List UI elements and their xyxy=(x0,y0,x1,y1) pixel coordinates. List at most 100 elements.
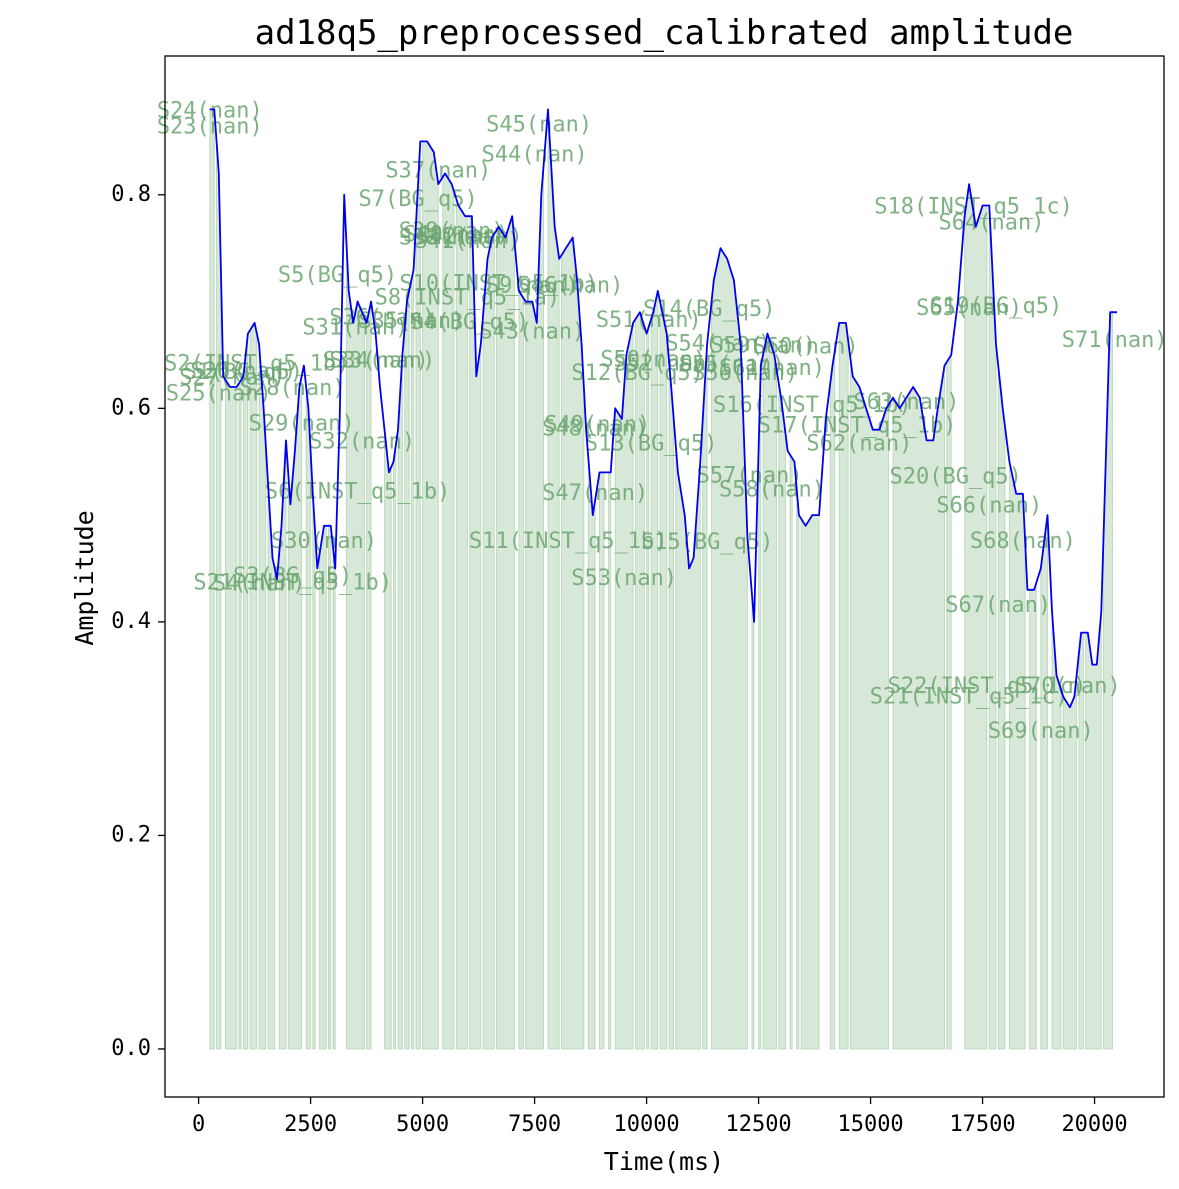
segment-label: S49(nan) xyxy=(544,412,650,437)
segment-label: S23(nan) xyxy=(157,115,263,140)
x-tick-label: 2500 xyxy=(284,1112,337,1137)
x-tick-label: 12500 xyxy=(725,1112,791,1137)
segment-label: S46(nan) xyxy=(517,274,623,299)
segment-span xyxy=(751,593,755,1050)
segment-span xyxy=(668,360,674,1050)
segment-label: S61(nan) xyxy=(719,356,825,381)
segment-label: S55(nan) xyxy=(679,353,785,378)
segment-label: S6(INST_q5_1b) xyxy=(265,480,450,505)
x-tick-label: 15000 xyxy=(837,1112,903,1137)
segment-label: S71(nan) xyxy=(1062,328,1168,353)
segment-label: S53(nan) xyxy=(571,566,677,591)
y-tick-label: 0.4 xyxy=(111,609,151,634)
segment-label: S69(nan) xyxy=(988,719,1094,744)
segment-label: S30(nan) xyxy=(271,529,377,554)
segment-label: S70(nan) xyxy=(1015,674,1121,699)
y-axis-ticks: 0.0 0.2 0.4 0.6 0.8 xyxy=(111,182,165,1061)
x-tick-label: 20000 xyxy=(1061,1112,1127,1137)
segment-span xyxy=(366,301,372,1050)
segment-span xyxy=(404,290,410,1050)
segment-label: S50(nan) xyxy=(600,347,706,372)
segment-label: S22(INST_q5_1c) xyxy=(888,674,1087,699)
segment-label: S25(nan) xyxy=(166,382,272,407)
segment-span xyxy=(328,525,332,1050)
segment-label: S68(nan) xyxy=(970,529,1076,554)
segment-labels: S24(nan)S23(nan) S45(nan)S44(nan)S37(nan)… xyxy=(157,99,1168,744)
segment-label: S2(INST_q5_1b) xyxy=(164,352,349,377)
segment-span xyxy=(410,269,415,1050)
segment-label: S11(INST_q5_1b) xyxy=(469,529,668,554)
segment-label: S44(nan) xyxy=(482,142,588,167)
x-tick-label: 0 xyxy=(192,1112,205,1137)
segment-label: S19(BG_q5) xyxy=(930,294,1062,319)
segment-label: S58(nan) xyxy=(719,478,825,503)
y-tick-label: 0.0 xyxy=(111,1036,151,1061)
segment-label: S8(INST_q5_1a) xyxy=(375,285,560,310)
segment-span xyxy=(796,488,800,1050)
x-tick-label: 17500 xyxy=(949,1112,1015,1137)
segment-span xyxy=(482,232,495,1050)
segment-label: S34(nan) xyxy=(329,348,435,373)
segment-label: S36(nan) xyxy=(329,306,435,331)
segment-label: S12(BG_q5) xyxy=(571,361,703,386)
segment-span xyxy=(332,547,336,1050)
x-tick-label: 7500 xyxy=(508,1112,561,1137)
segment-label: S63(nan) xyxy=(853,390,959,415)
segment-span xyxy=(384,429,392,1050)
segment-label: S28(nan) xyxy=(240,376,346,401)
amplitude-series xyxy=(209,108,1117,709)
segment-span xyxy=(608,471,612,1050)
segment-label: S67(nan) xyxy=(945,593,1051,618)
segment-label: S3(BG_q5) xyxy=(233,564,352,589)
segment-label: S5(BG_q5) xyxy=(278,263,397,288)
segment-label: S21(INST_q5_1c) xyxy=(870,685,1069,710)
segment-label: S9(nan) xyxy=(486,274,579,299)
amplitude-line xyxy=(209,108,1117,709)
segment-span xyxy=(225,378,238,1050)
y-tick-label: 0.8 xyxy=(111,182,151,207)
segment-span xyxy=(397,354,403,1050)
segment-label: S45(nan) xyxy=(486,112,592,137)
segment-label: S21(INST_q5_1b) xyxy=(193,570,392,595)
segment-spans xyxy=(209,108,1113,1050)
y-axis-label: Amplitude xyxy=(70,510,99,645)
segment-label: S57(nan) xyxy=(697,464,803,489)
x-tick-label: 10000 xyxy=(613,1112,679,1137)
segment-span xyxy=(561,236,585,1050)
plot-frame xyxy=(164,55,1165,1098)
segment-label: S60(nan) xyxy=(753,335,859,360)
segment-label: S13(BG_q5) xyxy=(585,432,717,457)
segment-label: S16(INST_q5_1b) xyxy=(713,393,912,418)
segment-label: S54(nan) xyxy=(665,331,771,356)
segment-span xyxy=(800,514,820,1050)
segment-label: S65(nan) xyxy=(916,296,1022,321)
segment-label: S29(nan) xyxy=(249,411,355,436)
segment-span xyxy=(789,452,793,1050)
segment-span xyxy=(319,525,327,1050)
segment-span xyxy=(518,289,524,1050)
segment-label: S35(nan) xyxy=(358,309,464,334)
segment-label: S41(nan) xyxy=(414,229,520,254)
segment-label: S48(nan) xyxy=(542,417,648,442)
segment-label: S24(nan) xyxy=(157,99,263,124)
segment-span xyxy=(599,471,605,1050)
segment-label: S4(nan) xyxy=(213,572,306,597)
segment-span xyxy=(238,378,242,1050)
segment-label: S64(nan) xyxy=(939,211,1045,236)
segment-span xyxy=(650,290,659,1050)
segment-label: S31(nan) xyxy=(302,315,408,340)
y-tick-label: 0.6 xyxy=(111,395,151,420)
segment-label: S4(BG_q5) xyxy=(410,310,529,335)
segment-span xyxy=(1029,582,1037,1050)
segment-label: S15(BG_q5) xyxy=(641,530,773,555)
x-axis-ticks: 0 2500 5000 7500 10000 12500 15000 17500 20000 xyxy=(192,1097,1128,1137)
segment-span xyxy=(258,344,267,1050)
chart-title: ad18q5_preprocessed_calibrated amplitude xyxy=(255,13,1074,53)
segment-span xyxy=(659,301,668,1050)
segment-label: S52(nan) xyxy=(614,352,720,377)
segment-label: S20(BG_q5) xyxy=(889,465,1021,490)
segment-span xyxy=(242,333,249,1050)
segment-span xyxy=(762,331,777,1050)
segment-label: S62(nan) xyxy=(806,432,912,457)
